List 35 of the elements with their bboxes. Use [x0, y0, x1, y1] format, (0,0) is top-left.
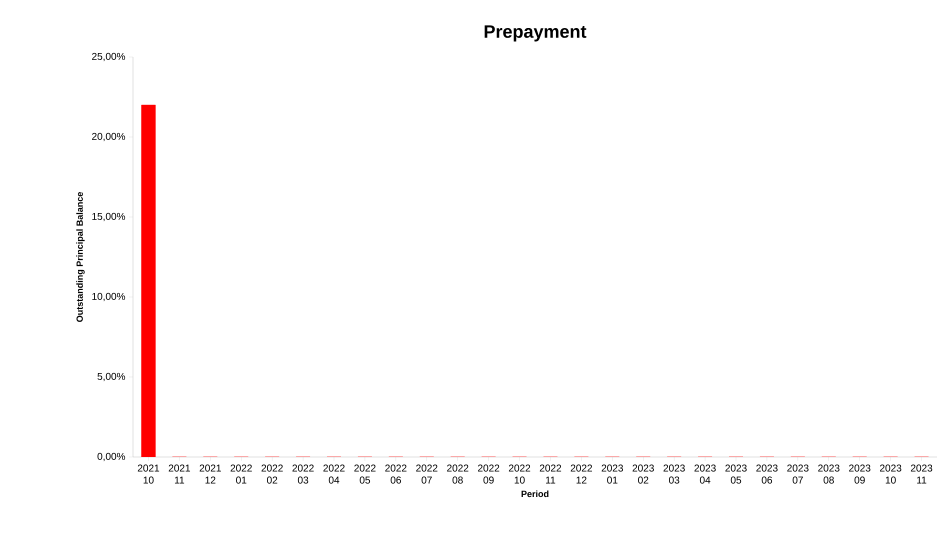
- x-tick-label: 2023 06: [756, 464, 778, 484]
- y-tick-label: 0,00%: [98, 452, 126, 462]
- x-tick-label: 2022 11: [540, 464, 562, 484]
- y-tick-label: 5,00%: [98, 372, 126, 382]
- y-axis-title: Outstanding Principal Balance: [76, 192, 85, 322]
- x-tick-label: 2022 07: [416, 464, 438, 484]
- x-tick-label: 2022 04: [323, 464, 345, 484]
- x-tick-label: 2023 05: [725, 464, 747, 484]
- x-tick-label: 2022 01: [230, 464, 252, 484]
- x-tick-label: 2022 02: [262, 464, 283, 484]
- x-tick-label: 2022 09: [478, 464, 500, 484]
- x-tick-label: 2021 12: [200, 464, 221, 484]
- x-tick-label: 2022 08: [447, 464, 468, 484]
- x-tick-label: 2023 11: [910, 464, 932, 484]
- x-tick-label: 2022 10: [508, 464, 530, 484]
- chart-title: Prepayment: [484, 25, 586, 42]
- x-tick-label: 2023 07: [787, 464, 809, 484]
- x-tick-label: 2023 02: [632, 464, 654, 484]
- x-tick-label: 2023 09: [849, 464, 870, 484]
- x-tick-label: 2022 05: [354, 464, 376, 484]
- x-tick-label: 2023 03: [664, 464, 685, 484]
- y-tick-label: 10,00%: [92, 292, 126, 302]
- y-tick-label: 20,00%: [92, 132, 126, 142]
- x-tick-label: 2023 08: [818, 464, 840, 484]
- y-tick-label: 25,00%: [92, 52, 126, 62]
- x-tick-label: 2023 01: [602, 464, 623, 484]
- x-tick-label: 2022 03: [292, 464, 314, 484]
- x-tick-label: 2022 06: [385, 464, 406, 484]
- y-tick-label: 15,00%: [92, 212, 126, 222]
- x-tick-label: 2021 11: [168, 464, 190, 484]
- x-tick-label: 2022 12: [570, 464, 592, 484]
- x-tick-label: 2023 04: [694, 464, 716, 484]
- x-axis-title: Period: [522, 490, 548, 498]
- x-tick-label: 2021 10: [138, 464, 160, 484]
- x-tick-label: 2023 10: [880, 464, 902, 484]
